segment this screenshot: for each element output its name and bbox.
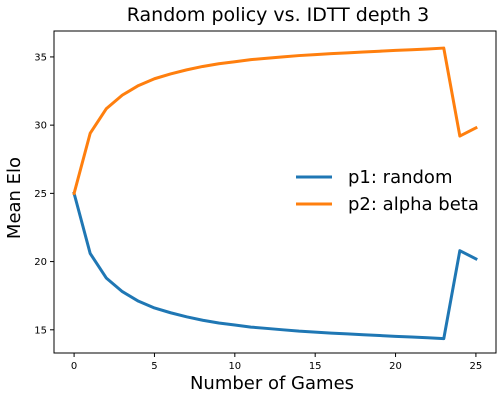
series-line-2: [72, 46, 478, 196]
x-axis-title: Number of Games: [190, 373, 354, 394]
x-axis-ticks: 0 5 10 15 20 25: [71, 353, 482, 372]
y-tick-label: 35: [34, 52, 47, 63]
plot-border: [53, 30, 497, 354]
y-tick-label: 25: [34, 189, 47, 200]
x-tick-label: 20: [389, 361, 402, 372]
y-tick-label: 15: [34, 325, 47, 336]
x-tick-label: 0: [71, 361, 77, 372]
y-axis-ticks: 15 20 25 30 35: [34, 52, 54, 336]
y-axis-title: Mean Elo: [4, 157, 25, 239]
x-tick-label: 10: [228, 361, 241, 372]
x-tick-label: 25: [470, 361, 483, 372]
y-tick-label: 30: [34, 121, 47, 132]
series-line-1: [72, 191, 478, 341]
plot-frame: [53, 30, 497, 354]
chart-title: Random policy vs. IDTT depth 3: [127, 4, 429, 26]
y-tick-label: 20: [34, 257, 47, 268]
x-tick-label: 5: [151, 361, 157, 372]
legend-label-1: p1: random: [348, 167, 452, 188]
legend-label-2: p2: alpha beta: [348, 194, 479, 215]
legend: p1: random p2: alpha beta: [296, 167, 479, 215]
x-tick-label: 15: [309, 361, 322, 372]
series-group: [72, 46, 478, 341]
